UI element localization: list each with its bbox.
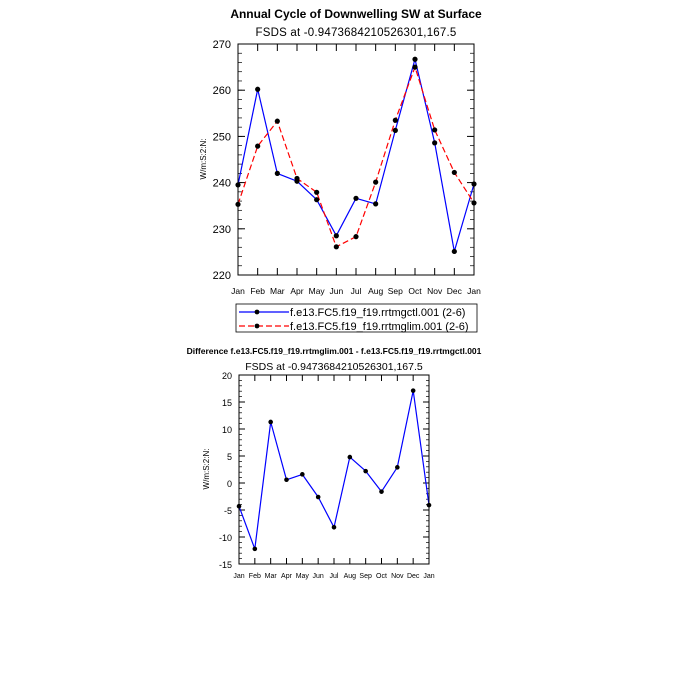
chart-2-y-tick-label: 5 [227,452,232,462]
chart-1-series-1-point [333,233,339,239]
chart-1-series-line-1 [237,58,475,252]
chart-2-y-tick-label: 10 [222,425,232,435]
chart-1-series-2-point [333,244,339,250]
legend-entry-ctl: f.e13.FC5.f19_f19.rrtmgctl.001 (2-6) [239,307,465,319]
difference-chart: Difference f.e13.FC5.f19_f19.rrtmglim.00… [187,346,482,580]
chart-1-series-1-point [373,201,379,207]
chart-1-x-tick-label: Oct [408,286,422,296]
chart-2-series-1-point [363,468,368,474]
chart-2-series-1-point [268,419,273,425]
chart-1-plot-frame [237,43,475,276]
chart-1-series-2-point [294,175,300,182]
chart-2-series-1-point [379,489,384,494]
chart-2-x-tick-label: Aug [344,573,357,580]
chart-1-series-2-point [373,179,379,185]
chart-2-y-tick-label: 15 [222,398,232,408]
annual-cycle-chart: Annual Cycle of Downwelling SW at Surfac… [199,7,482,333]
chart-2-x-tick-label: Apr [281,573,293,580]
chart-2-series-1-point [315,494,321,500]
legend-entry-lim: f.e13.FC5.f19_f19.rrtmglim.001 (2-6) [239,321,469,333]
chart-2-series [236,388,432,552]
chart-2-y-axis-label: W/m:S:2:N: [202,449,211,490]
legend-label-ctl: f.e13.FC5.f19_f19.rrtmgctl.001 (2-6) [290,307,465,319]
chart-1-title: Annual Cycle of Downwelling SW at Surfac… [230,7,482,21]
chart-1-x-tick-label: Jun [329,286,343,296]
chart-2-y-tick-label: -5 [224,506,232,516]
chart-1-y-tick-label: 260 [213,85,231,97]
chart-1-y-tick-label: 270 [213,39,231,51]
chart-1-ticks: 220 230 240 250 260 270 Jan Feb Mar Apr May Jun Jul A… [213,39,481,296]
chart-1-series-2-point [353,234,359,240]
chart-2-x-tick-label: Sep [359,573,372,580]
chart-1-x-tick-label: Dec [447,286,463,296]
legend-box [235,303,478,333]
chart-1-series-1-point [451,248,457,255]
chart-1-y-tick-label: 220 [213,270,231,282]
chart-2-series-1-point [252,546,258,552]
chart-1-y-tick-label: 230 [213,224,231,236]
chart-1-series-2-point [274,118,280,124]
chart-1-series-1-point [353,195,359,201]
chart-2-x-tick-label: Mar [265,573,278,580]
chart-1-x-tick-label: Mar [270,286,285,296]
chart-1-x-tick-label: Jul [351,286,362,296]
legend-marker-ctl [254,309,260,315]
chart-2-series-1-point [300,472,305,477]
chart-1-x-tick-label: Jan [467,286,481,296]
chart-1-series-2-point [392,117,398,123]
chart-1-x-tick-label: Aug [368,286,383,296]
chart-2-x-tick-label: Jan [233,573,244,580]
chart-1-y-tick-label: 240 [213,178,231,190]
chart-2-x-tick-label: Jul [330,573,339,580]
chart-2-ticks: -15 -10 -5 0 5 10 15 20 Jan Feb Mar Apr May Jun Jul Aug… [219,371,435,580]
chart-2-series-1-point [331,524,337,530]
chart-1-subtitle: FSDS at -0.9473684210526301,167.5 [256,27,457,39]
chart-1-series-1-point [392,127,398,133]
chart-2-y-tick-label: 20 [222,371,232,381]
chart-2-plot-frame [238,374,430,565]
chart-1-x-tick-label: Feb [250,286,265,296]
chart-1-series-2-point [451,169,457,176]
chart-1-series-1-point [432,140,438,146]
chart-1-legend: f.e13.FC5.f19_f19.rrtmgctl.001 (2-6) f.e… [235,303,478,333]
chart-1-series-2-point [314,189,320,195]
chart-1-series-1-point [412,56,418,62]
chart-1-series-1-point [274,170,280,176]
chart-1-x-tick-label: Apr [290,286,303,296]
chart-1-x-tick-label: Nov [427,286,443,296]
chart-2-series-1-point [347,454,353,460]
chart-2-x-tick-label: Jan [423,573,434,580]
chart-2-series-1-point [410,388,416,393]
chart-1-series-1-point [255,86,261,92]
chart-2-x-tick-label: Nov [391,573,404,580]
chart-1-series-1-point [314,197,320,203]
chart-1-y-axis-label: W/m:S:2:N: [199,139,208,180]
chart-1-series-2-point [255,143,261,149]
chart-1-x-tick-label: Jan [231,286,245,296]
chart-2-y-tick-label: -10 [219,533,232,543]
chart-1-series [235,56,477,255]
chart-1-x-tick-label: May [309,286,326,296]
chart-2-y-tick-label: -15 [219,560,232,570]
chart-2-series-1-point [284,477,289,483]
chart-1-series-2-point [412,64,418,70]
chart-1-series-2-point [432,127,438,133]
chart-2-x-tick-label: Feb [249,573,261,580]
chart-1-x-tick-label: Sep [388,286,403,296]
chart-2-title: Difference f.e13.FC5.f19_f19.rrtmglim.00… [187,346,482,356]
chart-1-y-tick-label: 250 [213,131,231,143]
chart-2-x-tick-label: Dec [407,573,420,580]
chart-2-x-tick-label: May [296,573,310,580]
legend-marker-lim [254,323,260,329]
chart-2-series-1-point [395,465,400,470]
legend-label-lim: f.e13.FC5.f19_f19.rrtmglim.001 (2-6) [290,321,469,333]
chart-2-x-tick-label: Jun [313,573,324,580]
chart-2-x-tick-label: Oct [376,573,387,580]
chart-2-y-tick-label: 0 [227,479,232,489]
chart-2-subtitle: FSDS at -0.9473684210526301,167.5 [245,361,423,373]
